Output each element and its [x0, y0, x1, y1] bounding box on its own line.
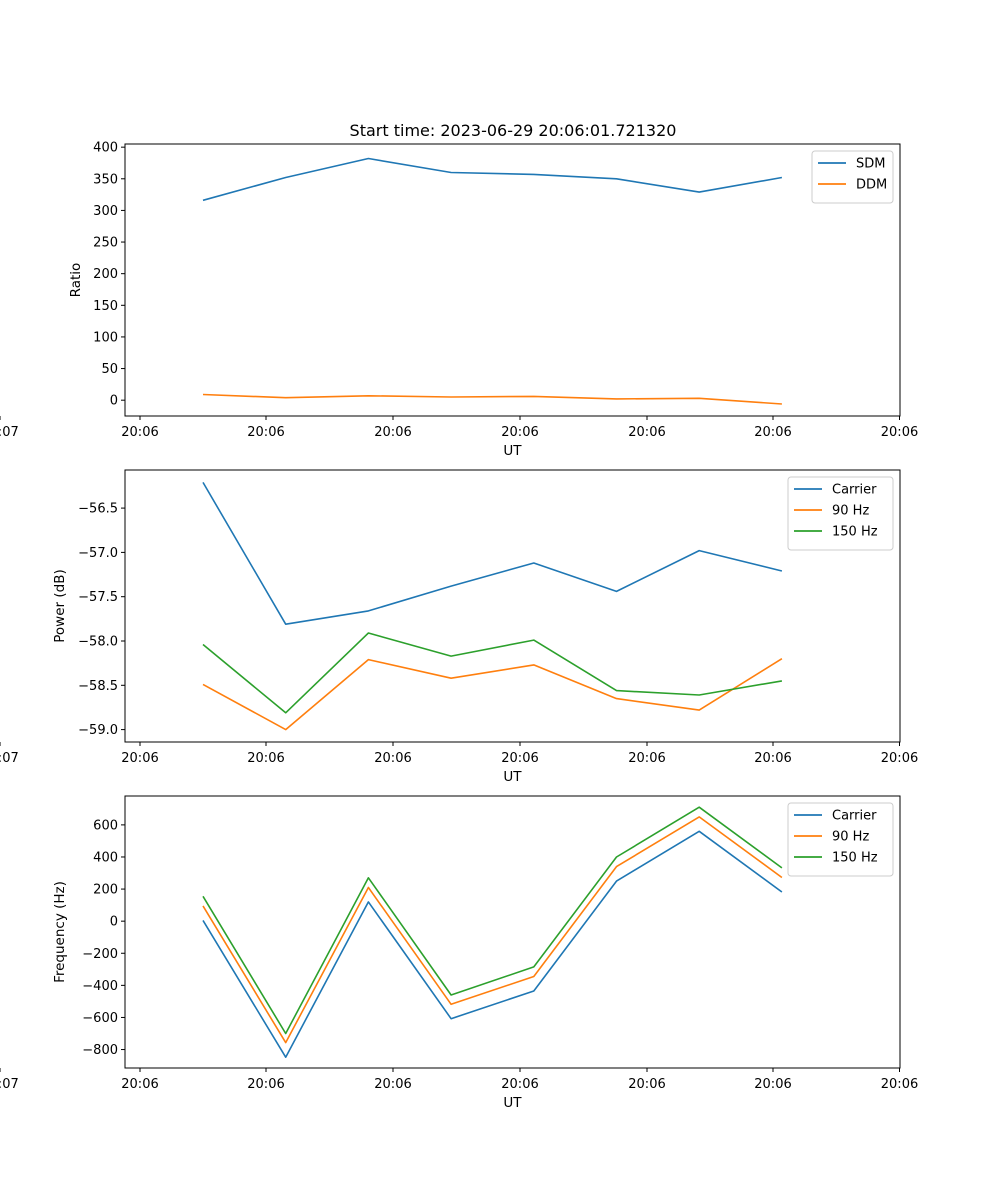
- legend: Carrier 90 Hz 150 Hz: [787, 476, 894, 551]
- y-tick-label: −56.5: [78, 502, 118, 517]
- y-tick-label: 250: [93, 236, 118, 251]
- legend-entry: Carrier: [832, 483, 877, 498]
- y-tick-label: −400: [82, 979, 118, 994]
- series-line-carrier: [202, 481, 783, 626]
- y-tick-label: 100: [93, 330, 118, 345]
- y-tick-label: −600: [82, 1011, 118, 1026]
- x-tick-label: 20:06: [501, 425, 538, 440]
- y-tick-label: −58.0: [78, 634, 118, 649]
- x-tick-label: 20:06: [501, 1077, 538, 1092]
- panel-1: 0 50 100 150 200 250 300 350 400 20:06 20:06 20:06 2…: [0, 141, 918, 459]
- legend-entry: 150 Hz: [832, 851, 878, 866]
- series-line-90-hz: [202, 816, 783, 1044]
- legend: SDM DDM: [811, 150, 894, 204]
- x-tick-label: 20:06: [881, 425, 918, 440]
- y-tick-label: 150: [93, 299, 118, 314]
- y-axis-label: Ratio: [68, 263, 84, 298]
- series-line-150-hz: [202, 806, 783, 1035]
- y-axis-label: Power (dB): [52, 569, 68, 642]
- y-tick-label: −57.0: [78, 546, 118, 561]
- x-tick-label: 20:07: [0, 425, 19, 440]
- axes-frame: [124, 795, 901, 1069]
- legend-entry: 90 Hz: [832, 830, 869, 845]
- y-tick-label: 400: [93, 141, 118, 156]
- series-line-ddm: [202, 393, 782, 405]
- x-tick-label: 20:06: [628, 751, 665, 766]
- legend-entry: DDM: [856, 178, 887, 193]
- x-tick-label: 20:06: [247, 751, 284, 766]
- x-tick-label: 20:06: [247, 425, 284, 440]
- plots: 0 50 100 150 200 250 300 350 400 20:06 20:06 20:06 2…: [0, 141, 918, 1111]
- series-line-150-hz: [202, 632, 783, 714]
- y-tick-label: 200: [93, 267, 118, 282]
- x-tick-label: 20:06: [374, 425, 411, 440]
- legend-entry: SDM: [856, 157, 885, 172]
- x-axis-label: UT: [503, 1095, 522, 1111]
- legend-frame: [811, 150, 894, 204]
- x-tick-label: 20:06: [121, 751, 158, 766]
- legend-entry: Carrier: [832, 809, 877, 824]
- figure-title: Start time: 2023-06-29 20:06:01.721320: [350, 121, 677, 140]
- series-line-90-hz: [202, 658, 783, 731]
- x-axis-label: UT: [503, 443, 522, 459]
- x-tick-label: 20:06: [754, 425, 791, 440]
- x-tick-label: 20:06: [754, 751, 791, 766]
- series-line-sdm: [202, 157, 783, 202]
- legend: Carrier 90 Hz 150 Hz: [787, 802, 894, 877]
- x-tick-label: 20:06: [121, 425, 158, 440]
- x-tick-label: 20:06: [374, 1077, 411, 1092]
- y-tick-label: 600: [93, 818, 118, 833]
- x-tick-label: 20:06: [881, 751, 918, 766]
- x-tick-label: 20:06: [247, 1077, 284, 1092]
- series-line-carrier: [202, 830, 783, 1058]
- x-tick-label: 20:06: [121, 1077, 158, 1092]
- y-tick-label: 50: [101, 362, 118, 377]
- x-tick-label: 20:06: [754, 1077, 791, 1092]
- y-tick-label: 300: [93, 204, 118, 219]
- panel-2: −59.0 −58.5 −58.0 −57.5 −57.0 −56.5 20:06 20:06…: [0, 469, 918, 785]
- y-tick-label: −59.0: [78, 723, 118, 738]
- y-tick-label: 200: [93, 883, 118, 898]
- y-tick-label: 0: [110, 915, 118, 930]
- axes-frame: [124, 143, 901, 417]
- y-tick-label: −800: [82, 1043, 118, 1058]
- legend-entry: 90 Hz: [832, 504, 869, 519]
- x-tick-label: 20:06: [881, 1077, 918, 1092]
- panel-3: −800 −600 −400 −200 0 200 400 600 20:06 20:06 20:0…: [0, 795, 918, 1111]
- x-tick-label: 20:06: [501, 751, 538, 766]
- x-axis-label: UT: [503, 769, 522, 785]
- x-tick-label: 20:06: [628, 1077, 665, 1092]
- y-tick-label: −200: [82, 947, 118, 962]
- y-tick-label: 0: [110, 394, 118, 409]
- y-tick-label: 350: [93, 172, 118, 187]
- x-tick-label: 20:07: [0, 1077, 19, 1092]
- legend-entry: 150 Hz: [832, 525, 878, 540]
- y-tick-label: 400: [93, 850, 118, 865]
- y-axis-label: Frequency (Hz): [52, 881, 68, 983]
- x-tick-label: 20:06: [628, 425, 665, 440]
- y-tick-label: −57.5: [78, 590, 118, 605]
- y-tick-label: −58.5: [78, 679, 118, 694]
- axes-frame: [124, 469, 901, 743]
- x-tick-label: 20:06: [374, 751, 411, 766]
- x-tick-label: 20:07: [0, 751, 19, 766]
